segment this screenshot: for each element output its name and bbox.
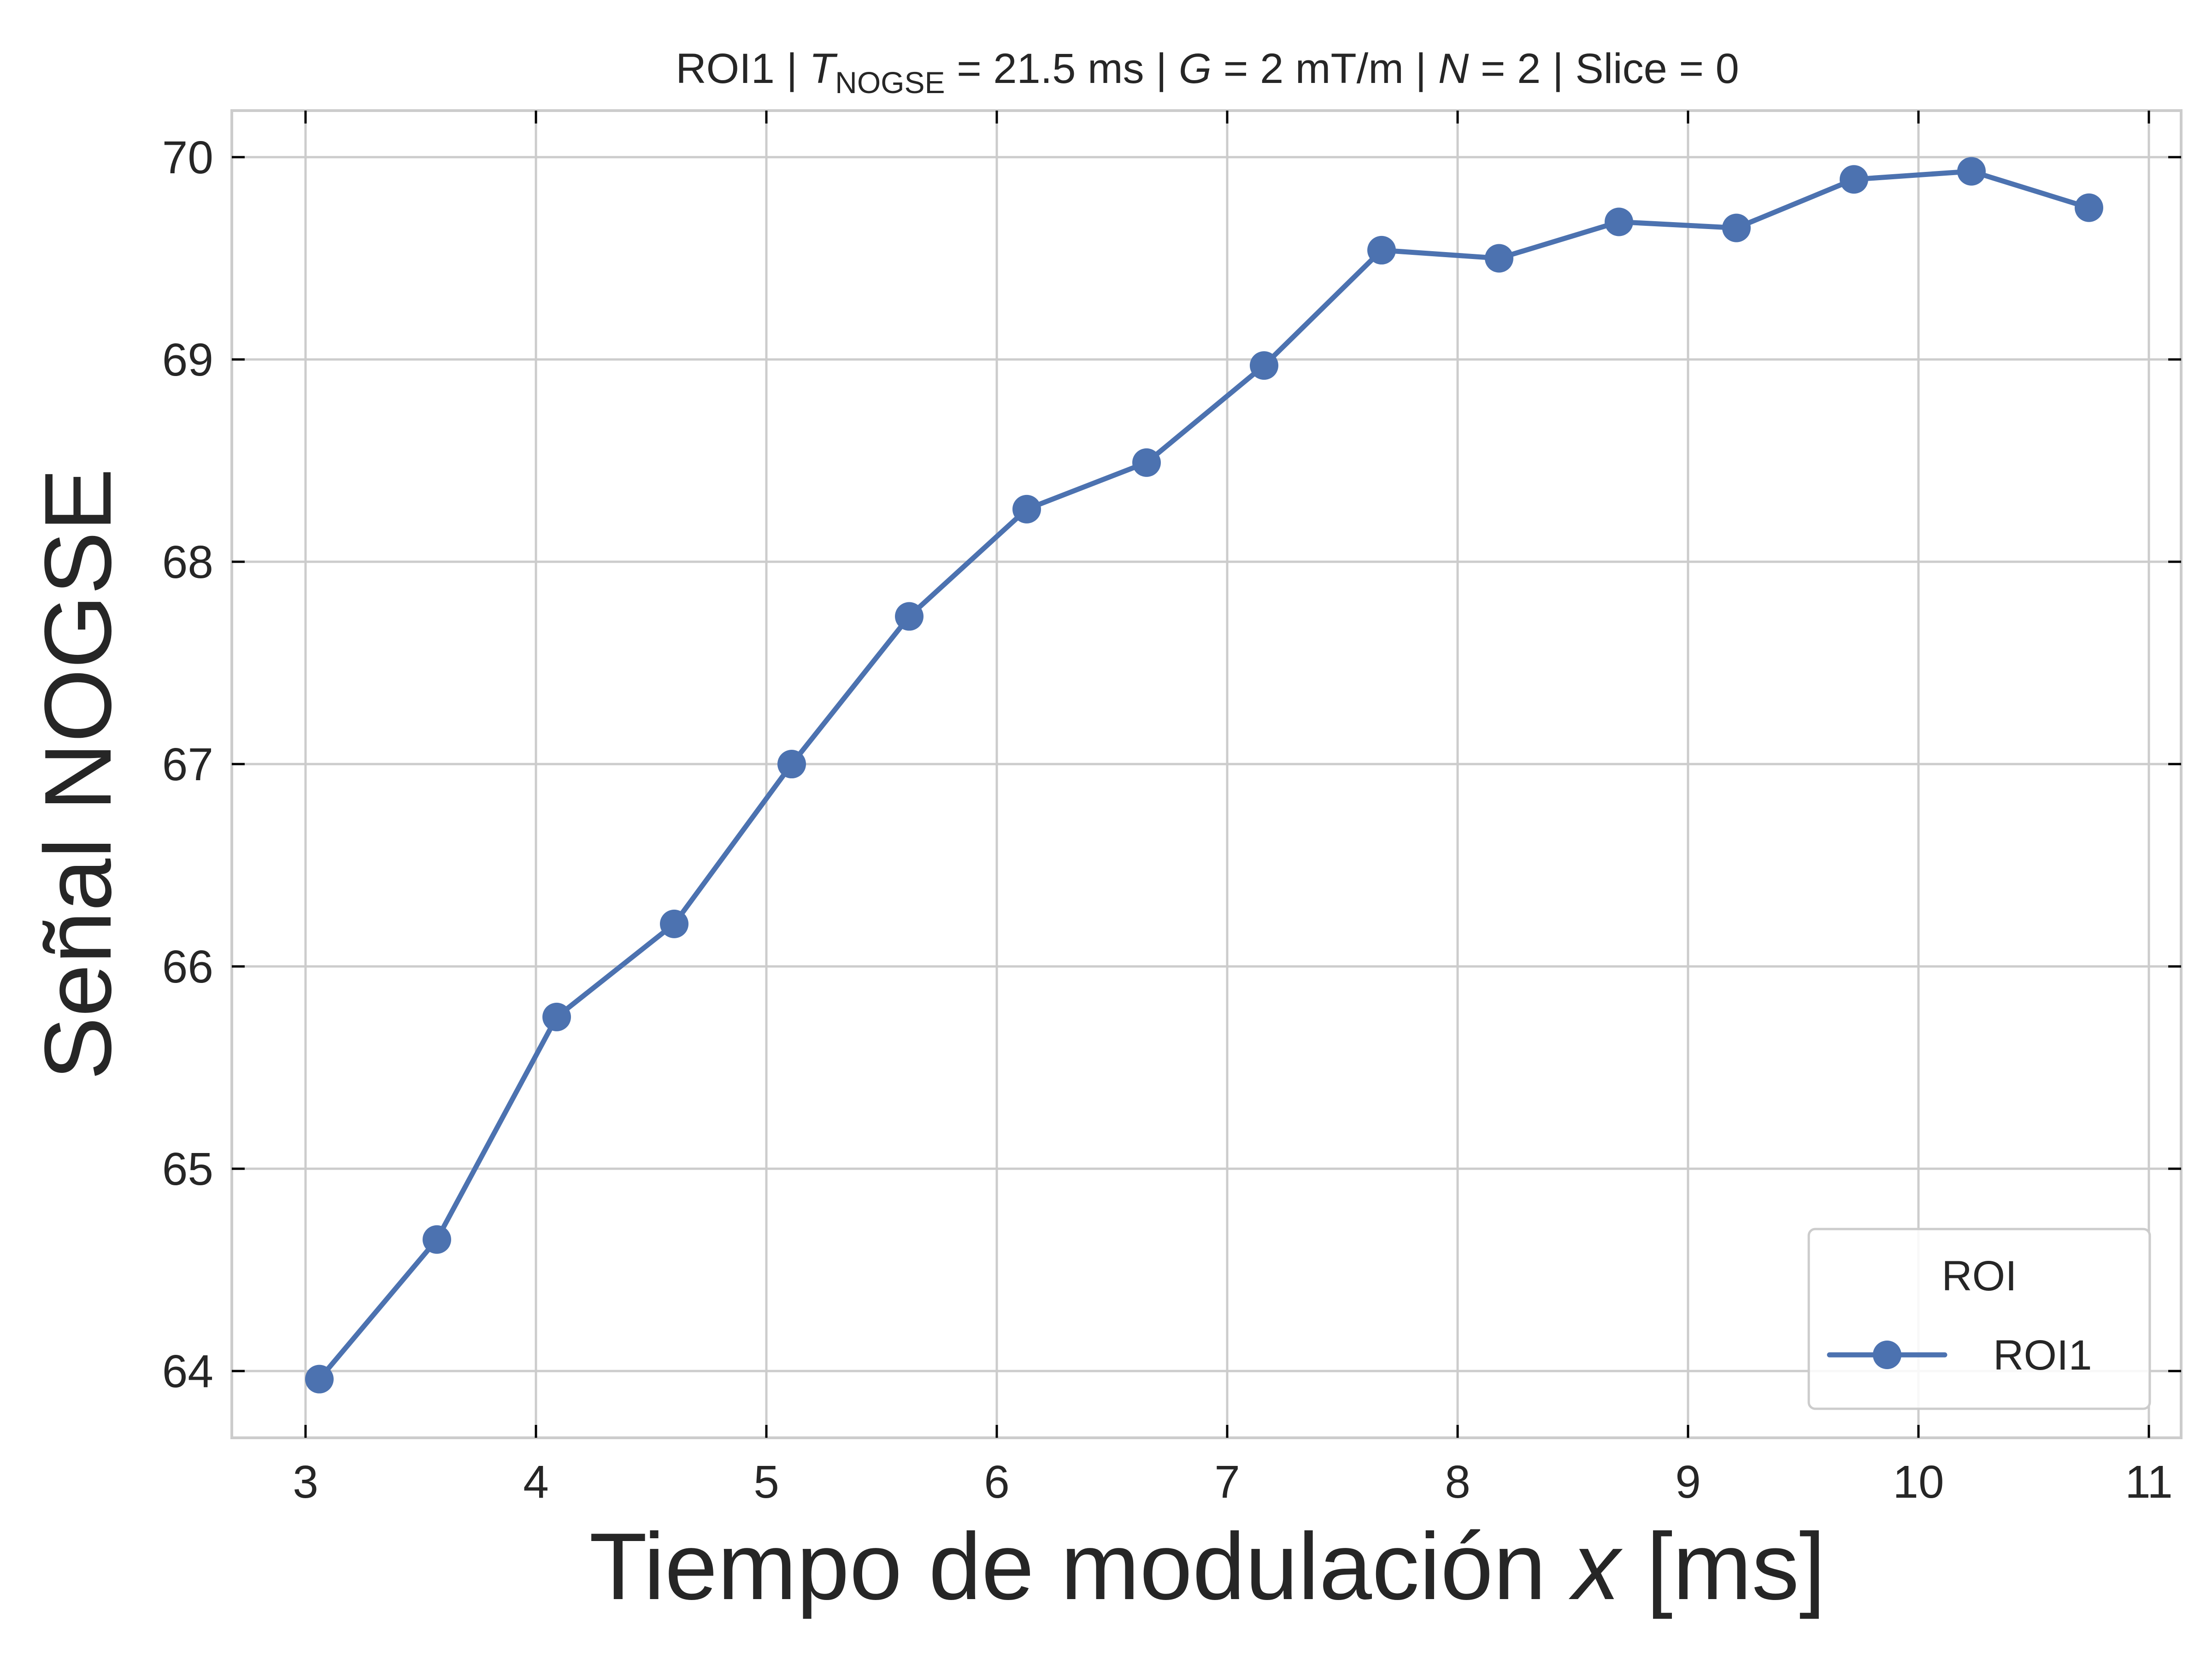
legend-marker-roi1 [1873, 1341, 1901, 1369]
title-prefix: ROI1 | [676, 45, 809, 92]
series-roi1 [305, 157, 2103, 1394]
x-tick-label: 6 [984, 1456, 1010, 1508]
x-tick-label: 8 [1445, 1456, 1471, 1508]
data-point [1132, 448, 1161, 477]
data-point [1485, 244, 1513, 273]
x-axis-label: Tiempo de modulación x [ms] [589, 1513, 1826, 1619]
y-tick-label: 69 [162, 334, 213, 386]
data-point [1957, 157, 1986, 186]
data-point [542, 1002, 571, 1031]
x-axis-label-unit: [ms] [1620, 1513, 1825, 1619]
data-point [1367, 235, 1396, 265]
x-tick-label: 10 [1893, 1456, 1944, 1508]
tick-marks [232, 111, 2181, 1438]
title-g-value: = 2 mT/m | [1212, 45, 1438, 92]
y-tick-label: 66 [162, 941, 213, 993]
data-point [777, 750, 806, 779]
x-tick-label: 5 [753, 1456, 779, 1508]
chart-title: ROI1 | TNOGSE = 21.5 ms | G = 2 mT/m | N… [676, 45, 1739, 100]
data-point [1722, 213, 1751, 242]
data-point [1012, 494, 1041, 524]
data-point [423, 1225, 451, 1254]
title-g-symbol: G [1179, 45, 1212, 92]
y-tick-label: 67 [162, 739, 213, 790]
y-tick-label: 64 [162, 1346, 213, 1397]
grid [232, 111, 2181, 1438]
legend: ROI ROI1 [1807, 1228, 2151, 1410]
data-point [1605, 207, 1633, 236]
plot-frame [230, 109, 2183, 1439]
data-point [895, 602, 924, 631]
y-tick-label: 70 [162, 132, 213, 183]
x-tick-labels: 3 4 5 6 7 8 9 10 11 [293, 1456, 2173, 1508]
x-tick-label: 4 [523, 1456, 549, 1508]
title-n-symbol: N [1438, 45, 1469, 92]
data-point [1250, 351, 1278, 380]
x-axis-label-var: x [1568, 1513, 1623, 1619]
y-tick-label: 68 [162, 536, 213, 588]
title-t-value: = 21.5 ms | [945, 45, 1179, 92]
x-tick-label: 3 [293, 1456, 318, 1508]
data-point [1840, 165, 1868, 194]
data-point [2075, 193, 2103, 222]
x-tick-label: 7 [1214, 1456, 1240, 1508]
y-tick-label: 65 [162, 1143, 213, 1195]
data-point [305, 1365, 334, 1394]
title-t-symbol: T [809, 45, 838, 92]
legend-title: ROI [1941, 1253, 2017, 1300]
data-point [660, 909, 688, 938]
title-t-subscript: NOGSE [835, 65, 945, 100]
title-n-value: = 2 | Slice = 0 [1469, 45, 1739, 92]
series-line-roi1 [317, 169, 2092, 1382]
y-axis-label: Señal NOGSE [25, 468, 131, 1080]
y-tick-labels: 64 65 66 67 68 69 70 [162, 132, 213, 1397]
x-axis-label-text: Tiempo de modulación [589, 1513, 1573, 1619]
legend-label-roi1: ROI1 [1993, 1332, 2092, 1379]
x-tick-label: 11 [2125, 1456, 2173, 1508]
x-tick-label: 9 [1675, 1456, 1701, 1508]
